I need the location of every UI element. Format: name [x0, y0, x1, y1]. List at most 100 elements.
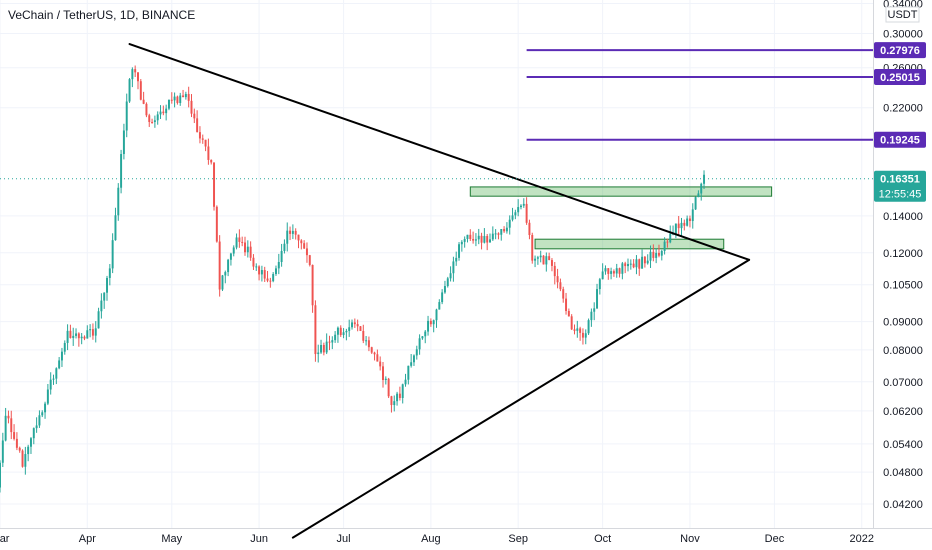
candle-body: [398, 393, 401, 398]
candle-body: [246, 246, 249, 253]
last-price-value: 0.16351: [880, 174, 920, 186]
candle-body: [46, 389, 49, 404]
currency-box: [885, 6, 920, 23]
candle-body: [260, 270, 263, 275]
candle-body: [494, 233, 497, 235]
candle-body: [187, 93, 190, 101]
candle-body: [522, 203, 525, 206]
candle-body: [148, 115, 151, 122]
candle-body: [291, 230, 294, 234]
candle-body: [277, 261, 280, 269]
candle-body: [49, 379, 52, 390]
candle-body: [15, 438, 18, 448]
candle-body: [427, 320, 430, 332]
candle-body: [151, 121, 154, 123]
candle-body: [491, 233, 494, 240]
candle-body: [559, 282, 562, 290]
candle-body: [615, 268, 618, 274]
candle-body: [489, 239, 491, 243]
candle-body: [232, 247, 235, 254]
x-tick-label: Apr: [79, 533, 96, 545]
candle-body: [125, 101, 128, 131]
candle-body: [235, 237, 238, 248]
candle-body: [525, 203, 528, 223]
candle-body: [474, 239, 477, 241]
trendlines: [128, 43, 751, 539]
candle-body: [32, 428, 35, 439]
candle-body: [384, 378, 387, 380]
candle-body: [196, 118, 199, 133]
candle-body: [404, 379, 407, 385]
candle-body: [353, 322, 356, 325]
candle-body: [227, 259, 230, 273]
candle-body: [367, 340, 370, 348]
candle-body: [91, 329, 94, 336]
candle-body: [365, 340, 368, 342]
candle-body: [548, 256, 551, 261]
candle-body: [60, 351, 63, 361]
candle-body: [601, 271, 604, 280]
trendline: [128, 43, 751, 261]
candle-body: [553, 265, 556, 277]
candle-body: [122, 130, 125, 155]
candle-body: [117, 187, 120, 216]
candle-body: [173, 96, 176, 101]
candle-body: [286, 230, 289, 244]
price-tags: 0.27976 0.25015 0.19245 0.16351 12:55:45: [874, 42, 926, 202]
price-level-tag: [874, 68, 926, 85]
candle-body: [635, 259, 638, 268]
x-tick-label: Aug: [421, 533, 441, 545]
candle-body: [638, 259, 641, 269]
candle-body: [97, 311, 100, 329]
candle-body: [655, 252, 658, 258]
candle-body: [229, 253, 232, 260]
countdown-value: 12:55:45: [879, 189, 922, 201]
candle-body: [351, 322, 354, 328]
candle-body: [18, 447, 21, 451]
candle-body: [35, 425, 38, 429]
candle-body: [167, 99, 170, 109]
candle-body: [24, 454, 27, 467]
candle-body: [325, 341, 328, 353]
candle-body: [666, 241, 669, 243]
candle-body: [632, 263, 635, 268]
candle-body: [657, 252, 660, 256]
candle-body: [170, 99, 173, 101]
candle-body: [38, 415, 41, 426]
candle-body: [224, 272, 227, 276]
candle-body: [463, 238, 466, 242]
candle-body: [215, 206, 218, 242]
candle-body: [472, 238, 475, 241]
candle-body: [596, 289, 599, 309]
candle-body: [604, 268, 607, 272]
candle-body: [669, 233, 672, 243]
candle-body: [508, 219, 511, 228]
candle-body: [314, 305, 317, 355]
candle-body: [238, 237, 241, 242]
candle-body: [283, 243, 286, 251]
y-tick-label: 0.05400: [883, 439, 923, 451]
candle-body: [305, 248, 308, 256]
candle-body: [55, 368, 58, 379]
candle-body: [114, 215, 117, 241]
candle-body: [412, 355, 415, 363]
candle-body: [565, 298, 568, 311]
candle-body: [528, 222, 531, 236]
candle-body: [598, 279, 601, 290]
price-level-tag: [874, 42, 926, 59]
candle-body: [593, 308, 596, 312]
candle-body: [460, 241, 463, 245]
candle-body: [536, 257, 539, 259]
candle-body: [106, 277, 108, 293]
y-tick-label: 0.34000: [883, 0, 923, 10]
x-tick-label: Nov: [680, 533, 700, 545]
candle-body: [308, 255, 311, 265]
candle-body: [63, 342, 66, 352]
y-tick-label: 0.09000: [883, 317, 923, 329]
price-level-tag: [874, 131, 926, 148]
candle-body: [218, 241, 221, 290]
y-tick-label: 0.30000: [883, 28, 923, 40]
candle-body: [69, 330, 72, 338]
candle-body: [660, 250, 663, 256]
